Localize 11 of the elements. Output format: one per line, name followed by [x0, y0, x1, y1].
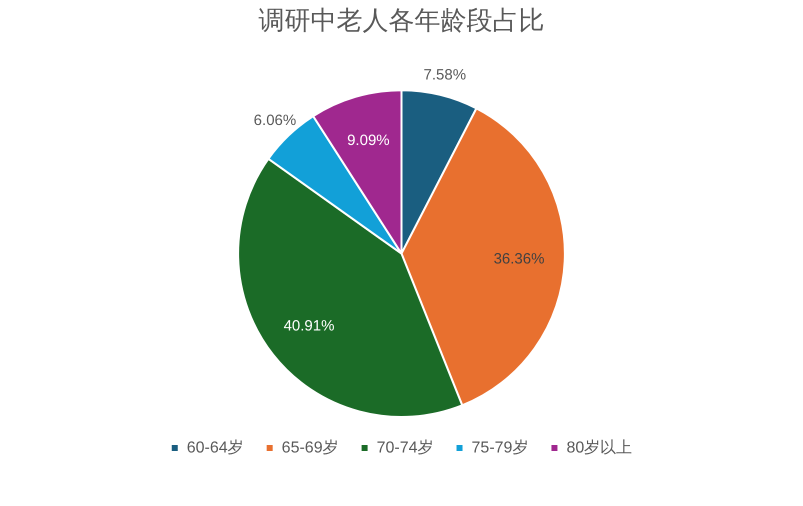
data-label: 40.91%	[284, 317, 334, 334]
legend-label: 60-64岁	[186, 438, 244, 456]
data-label: 36.36%	[494, 250, 544, 268]
legend-label: 70-74岁	[376, 438, 434, 456]
data-label: 6.06%	[254, 112, 296, 129]
chart-title: 调研中老人各年龄段占比	[258, 4, 544, 35]
legend-label: 75-79岁	[472, 438, 528, 456]
legend-label: 80岁以上	[566, 438, 632, 456]
legend-label: 65-69岁	[282, 438, 339, 456]
data-label: 7.58%	[423, 66, 466, 84]
data-label: 9.09%	[347, 132, 390, 149]
